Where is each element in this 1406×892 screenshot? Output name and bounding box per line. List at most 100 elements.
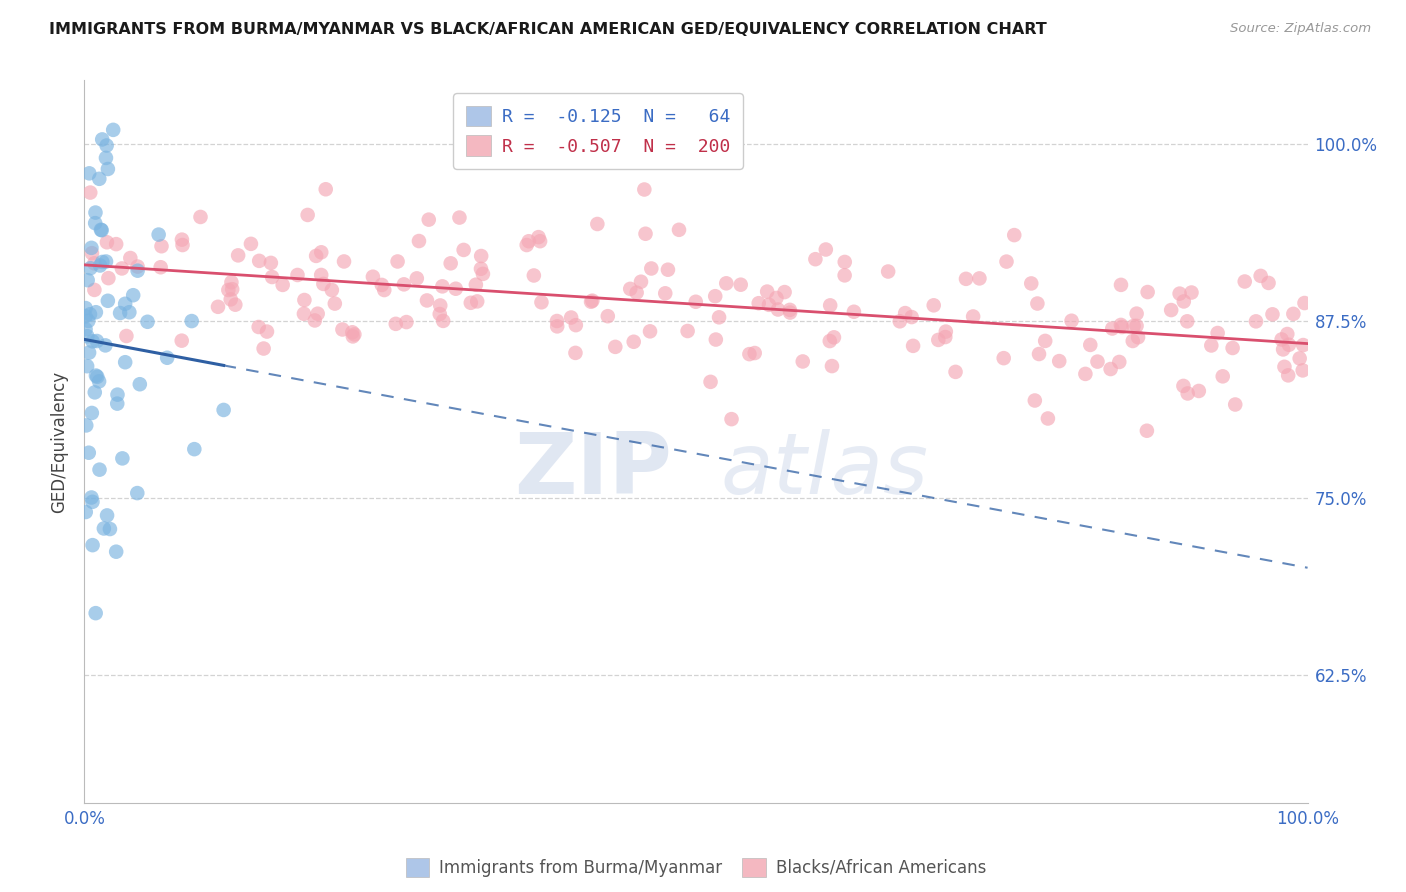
- Point: [668, 223, 690, 237]
- Point: [262, 270, 284, 285]
- Point: [207, 300, 229, 314]
- Point: [1244, 314, 1267, 328]
- Point: [792, 354, 814, 368]
- Point: [342, 329, 364, 343]
- Point: [84, 368, 107, 383]
- Point: [84, 216, 107, 230]
- Point: [1277, 326, 1299, 341]
- Point: [224, 298, 246, 312]
- Point: [1099, 362, 1122, 376]
- Point: [676, 324, 699, 338]
- Point: [1028, 347, 1050, 361]
- Point: [91, 255, 114, 269]
- Point: [955, 272, 977, 286]
- Point: [120, 251, 142, 265]
- Point: [1024, 393, 1046, 408]
- Point: [1292, 363, 1315, 377]
- Point: [523, 268, 546, 283]
- Point: [307, 307, 329, 321]
- Point: [80, 491, 103, 505]
- Point: [460, 295, 482, 310]
- Point: [75, 505, 97, 519]
- Point: [1047, 354, 1070, 368]
- Point: [773, 285, 796, 299]
- Point: [471, 267, 494, 281]
- Point: [221, 282, 243, 296]
- Point: [127, 486, 149, 500]
- Point: [392, 277, 415, 292]
- Point: [814, 243, 837, 257]
- Point: [387, 254, 409, 268]
- Point: [900, 310, 922, 324]
- Point: [565, 318, 588, 333]
- Point: [83, 385, 105, 400]
- Text: atlas: atlas: [720, 429, 928, 512]
- Point: [654, 286, 676, 301]
- Point: [384, 317, 406, 331]
- Point: [247, 320, 270, 334]
- Point: [97, 293, 120, 308]
- Point: [111, 451, 134, 466]
- Point: [87, 375, 110, 389]
- Point: [105, 237, 128, 252]
- Point: [97, 161, 120, 176]
- Point: [1288, 351, 1310, 366]
- Point: [1125, 318, 1147, 333]
- Point: [1261, 307, 1284, 321]
- Point: [546, 314, 568, 328]
- Point: [416, 293, 439, 308]
- Point: [1036, 411, 1059, 425]
- Point: [107, 387, 129, 401]
- Point: [94, 338, 117, 352]
- Point: [170, 334, 193, 348]
- Point: [94, 151, 117, 165]
- Point: [756, 285, 779, 299]
- Point: [1033, 334, 1056, 348]
- Point: [239, 236, 262, 251]
- Point: [332, 322, 354, 336]
- Point: [76, 359, 98, 374]
- Point: [260, 256, 283, 270]
- Point: [136, 315, 159, 329]
- Point: [305, 249, 328, 263]
- Point: [212, 403, 235, 417]
- Point: [1271, 333, 1294, 347]
- Point: [183, 442, 205, 457]
- Point: [127, 260, 149, 274]
- Point: [172, 238, 194, 252]
- Point: [1274, 359, 1296, 374]
- Point: [1173, 379, 1195, 393]
- Point: [77, 345, 100, 359]
- Point: [405, 271, 427, 285]
- Point: [1201, 338, 1223, 352]
- Point: [444, 282, 467, 296]
- Point: [77, 166, 100, 180]
- Point: [1026, 296, 1049, 310]
- Point: [114, 355, 136, 369]
- Point: [309, 268, 332, 282]
- Point: [630, 275, 652, 289]
- Point: [1087, 354, 1109, 368]
- Text: IMMIGRANTS FROM BURMA/MYANMAR VS BLACK/AFRICAN AMERICAN GED/EQUIVALENCY CORRELAT: IMMIGRANTS FROM BURMA/MYANMAR VS BLACK/A…: [49, 22, 1047, 37]
- Point: [1277, 368, 1299, 383]
- Point: [581, 293, 603, 308]
- Point: [935, 325, 957, 339]
- Point: [1108, 355, 1130, 369]
- Point: [312, 277, 335, 291]
- Point: [638, 324, 661, 338]
- Point: [821, 359, 844, 373]
- Point: [76, 329, 98, 343]
- Point: [1180, 285, 1202, 300]
- Point: [219, 293, 242, 307]
- Point: [75, 322, 97, 336]
- Point: [294, 293, 316, 307]
- Point: [823, 330, 845, 344]
- Point: [1002, 228, 1025, 243]
- Point: [97, 271, 120, 285]
- Point: [103, 123, 125, 137]
- Point: [1222, 341, 1244, 355]
- Point: [1212, 369, 1234, 384]
- Point: [84, 205, 107, 219]
- Point: [1257, 276, 1279, 290]
- Point: [804, 252, 827, 267]
